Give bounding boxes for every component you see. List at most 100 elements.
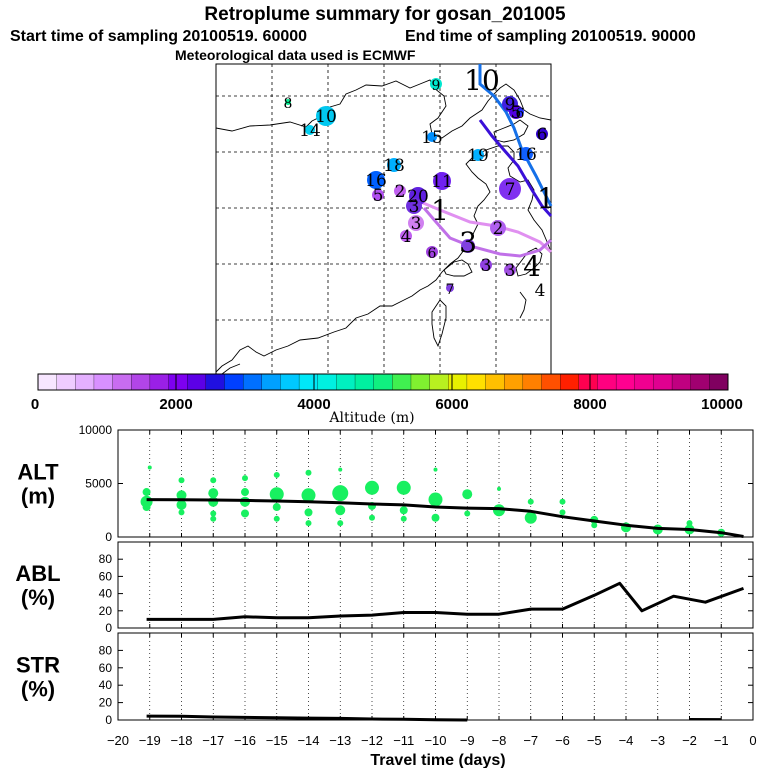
- colorbar-label: Altitude (m): [328, 410, 414, 426]
- x-tick-label: −2: [682, 733, 697, 748]
- panel-abl: 0 20 40 60 80 ABL(%): [15, 541, 754, 635]
- y-tick-label: 40: [99, 587, 113, 601]
- plume-circle: [480, 259, 492, 271]
- plume-number-label: 7: [505, 180, 516, 200]
- scatter-point: [305, 469, 312, 476]
- scatter-point: [147, 465, 152, 470]
- x-axis-label: Travel time (days): [370, 752, 505, 768]
- panel-str: 0 20 40 60 80 STR(%): [16, 632, 754, 727]
- plume-circle: [499, 178, 521, 200]
- plume-number-label: 10: [315, 107, 337, 127]
- panel-unit: (%): [21, 677, 55, 702]
- plume-number-label: 3: [409, 197, 420, 217]
- colorbar-cell: [336, 373, 356, 391]
- scatter-point: [241, 509, 249, 518]
- plume-number-label: 11: [431, 172, 453, 192]
- x-tick-label: −18: [170, 733, 192, 748]
- start-time-text: Start time of sampling 20100519. 60000: [10, 28, 307, 45]
- x-tick-label: −3: [650, 733, 665, 748]
- scatter-point: [210, 515, 217, 522]
- map-gridlines: [216, 64, 551, 374]
- plume-number-label: 3: [481, 256, 492, 276]
- colorbar-cells: [37, 373, 729, 391]
- x-tick-label: −8: [492, 733, 507, 748]
- plume-circle: [367, 171, 385, 189]
- x-tick-label: −6: [555, 733, 570, 748]
- scatter-point: [208, 488, 219, 499]
- scatter-point: [431, 513, 440, 522]
- y-tick-label: 80: [99, 552, 113, 566]
- colorbar-cell: [690, 373, 710, 391]
- figure-title: Retroplume summary for gosan_201005: [204, 4, 566, 25]
- panel-label: ABL: [15, 561, 60, 586]
- plume-number-label: 16: [515, 145, 537, 165]
- scatter-point: [305, 520, 312, 527]
- plume-number-label: 19: [467, 146, 489, 166]
- plume-number-label: 9: [432, 78, 441, 94]
- plume-number-label: 4: [535, 281, 546, 301]
- x-tick-label: −9: [460, 733, 475, 748]
- colorbar-cell: [131, 373, 151, 391]
- plume-number-label: 7: [446, 282, 455, 298]
- time-series-panels: 0500010000ALT(m)020406080ABL(%)020406080…: [15, 423, 754, 727]
- plume-number-label: 4: [401, 227, 412, 247]
- x-tick-label: −1: [714, 733, 729, 748]
- scatter-point: [301, 488, 316, 503]
- plume-number-label: 5: [511, 103, 522, 123]
- end-time-text: End time of sampling 20100519. 90000: [405, 28, 696, 45]
- scatter-point: [428, 492, 443, 507]
- plume-number-label: 20: [407, 187, 429, 207]
- plume-circle: [516, 108, 524, 116]
- plume-circle: [461, 239, 475, 253]
- scatter-point: [524, 511, 537, 524]
- trajectory-purple: [422, 207, 553, 258]
- plume-number-label: 4: [523, 250, 541, 283]
- colorbar-cell: [392, 373, 412, 391]
- plume-circle: [519, 147, 533, 161]
- scatter-point: [178, 509, 185, 516]
- plume-circle: [285, 99, 291, 105]
- plume-circle: [446, 284, 454, 292]
- plume-circle: [433, 172, 451, 190]
- scatter-point: [269, 487, 284, 502]
- plume-circle: [394, 185, 406, 197]
- x-tick-label: −11: [393, 733, 414, 748]
- plume-circle: [426, 246, 438, 258]
- colorbar-tick: 6000: [435, 396, 468, 413]
- panel-unit: (m): [21, 484, 55, 509]
- series-line: [146, 498, 744, 538]
- trajectory-blue: [478, 64, 553, 207]
- y-tick-label: 0: [105, 621, 112, 635]
- colorbar: 0 2000 4000 6000 8000 10000 Altitude (m): [31, 373, 743, 426]
- panel-label: STR: [16, 653, 60, 678]
- scatter-point: [332, 485, 349, 502]
- plume-number-label: 8: [284, 96, 293, 112]
- plume-number-label: 1: [537, 182, 555, 215]
- scatter-point: [462, 489, 473, 500]
- scatter-point: [686, 520, 693, 527]
- series-line: [146, 714, 468, 722]
- plume-number-label: 2: [493, 219, 504, 239]
- colorbar-cell: [298, 373, 319, 391]
- colorbar-cell: [205, 373, 225, 391]
- colorbar-cell: [485, 373, 505, 391]
- colorbar-tick: 4000: [297, 396, 330, 413]
- panel-label: ALT: [17, 460, 59, 485]
- scatter-point: [272, 503, 281, 512]
- scatter-point: [176, 490, 187, 501]
- plume-number-label: 16: [365, 171, 387, 191]
- plume-circle: [372, 189, 384, 201]
- scatter-point: [396, 480, 411, 495]
- x-tick-label: −13: [329, 733, 351, 748]
- x-tick-label: −15: [266, 733, 288, 748]
- plume-circles: [285, 78, 548, 292]
- scatter-point: [527, 498, 534, 505]
- colorbar-cell: [522, 373, 542, 391]
- scatter-point: [365, 480, 379, 495]
- colorbar-cell: [578, 373, 598, 391]
- plume-number-label: 9: [505, 95, 516, 115]
- plume-number-label: 6: [428, 246, 437, 262]
- colorbar-cell: [168, 373, 188, 391]
